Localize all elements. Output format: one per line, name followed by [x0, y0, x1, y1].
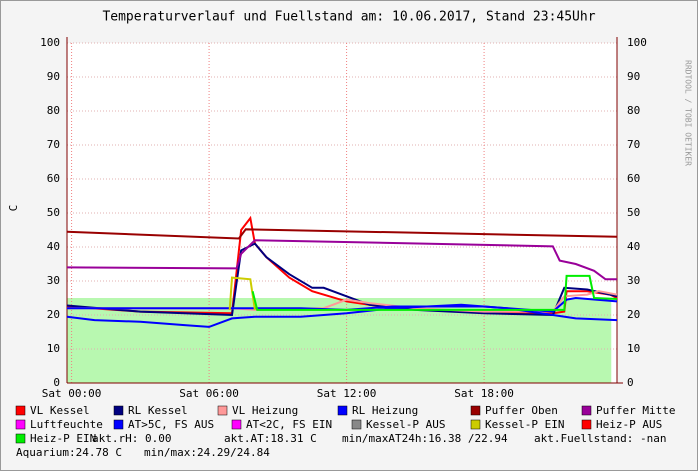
- status-text: akt.AT:18.31 C: [224, 432, 317, 445]
- y2-tick-label: 90: [627, 70, 640, 83]
- legend-swatch: [581, 419, 592, 430]
- legend-swatch: [15, 419, 26, 430]
- y2-tick-label: 0: [627, 376, 634, 389]
- y-tick-label: 80: [47, 104, 60, 117]
- legend-label: Kessel-P AUS: [366, 418, 445, 431]
- legend-swatch: [581, 405, 592, 416]
- y-tick-label: 10: [47, 342, 60, 355]
- legend-label: Luftfeuchte: [30, 418, 103, 431]
- legend-swatch: [470, 419, 481, 430]
- legend-swatch: [113, 419, 124, 430]
- x-tick-label: Sat 06:00: [179, 387, 239, 400]
- series-line: [67, 290, 618, 313]
- y2-tick-label: 50: [627, 206, 640, 219]
- status-text: min/max:24.29/24.84: [144, 446, 270, 459]
- y2-tick-label: 30: [627, 274, 640, 287]
- side-note: RRDTOOL / TOBI OETIKER: [684, 60, 693, 166]
- status-text: Aquarium:24.78 C: [16, 446, 122, 459]
- legend-label: Puffer Oben: [485, 404, 558, 417]
- y2-tick-label: 20: [627, 308, 640, 321]
- series-line: [66, 228, 618, 240]
- legend-label: Puffer Mitte: [596, 404, 675, 417]
- y-tick-label: 100: [40, 36, 60, 49]
- series-line: [66, 215, 618, 315]
- y-axis-label: C: [7, 205, 20, 212]
- y-tick-label: 20: [47, 308, 60, 321]
- y-tick-label: 30: [47, 274, 60, 287]
- y-tick-label: 50: [47, 206, 60, 219]
- fill-area: [67, 298, 612, 383]
- legend-label: Kessel-P EIN: [485, 418, 564, 431]
- y2-tick-label: 10: [627, 342, 640, 355]
- y-tick-label: 0: [53, 376, 60, 389]
- y2-tick-label: 60: [627, 172, 640, 185]
- legend-swatch: [113, 405, 124, 416]
- y2-tick-label: 70: [627, 138, 640, 151]
- legend-label: VL Heizung: [232, 404, 298, 417]
- legend-swatch: [231, 419, 242, 430]
- y2-tick-label: 40: [627, 240, 640, 253]
- legend-label: RL Heizung: [352, 404, 418, 417]
- y-tick-label: 40: [47, 240, 60, 253]
- legend-label: RL Kessel: [128, 404, 188, 417]
- legend-swatch: [351, 419, 362, 430]
- status-text: akt.rH: 0.00: [92, 432, 171, 445]
- series-line: [66, 303, 618, 328]
- legend-label: AT>5C, FS AUS: [128, 418, 214, 431]
- x-tick-label: Sat 18:00: [454, 387, 514, 400]
- legend-label: VL Kessel: [30, 404, 90, 417]
- legend-label: Heiz-P AUS: [596, 418, 662, 431]
- y-tick-label: 90: [47, 70, 60, 83]
- legend-swatch: [217, 405, 228, 416]
- legend-swatch: [15, 433, 26, 444]
- legend-label: AT<2C, FS EIN: [246, 418, 332, 431]
- legend-label: Heiz-P EIN: [30, 432, 96, 445]
- y-tick-label: 70: [47, 138, 60, 151]
- x-tick-label: Sat 12:00: [317, 387, 377, 400]
- status-text: akt.Fuellstand: -nan: [534, 432, 666, 445]
- y2-tick-label: 80: [627, 104, 640, 117]
- y-tick-label: 60: [47, 172, 60, 185]
- status-text: min/maxAT24h:16.38 /22.94: [342, 432, 508, 445]
- legend-swatch: [15, 405, 26, 416]
- legend-swatch: [470, 405, 481, 416]
- chart-title: Temperaturverlauf und Fuellstand am: 10.…: [102, 10, 595, 25]
- legend-swatch: [337, 405, 348, 416]
- series-line: [251, 274, 618, 311]
- series-line: [66, 239, 617, 281]
- x-tick-label: Sat 00:00: [42, 387, 102, 400]
- y2-tick-label: 100: [627, 36, 647, 49]
